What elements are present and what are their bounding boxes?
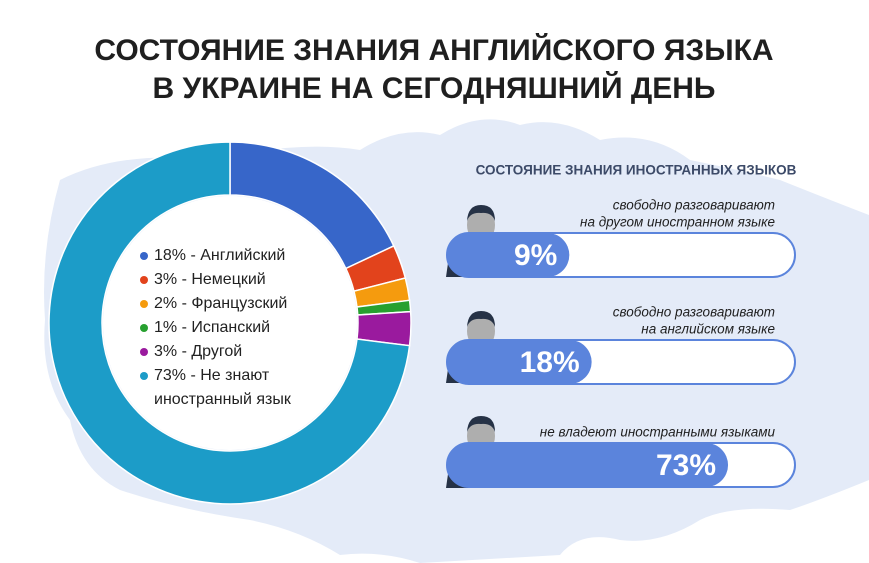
title-line: СОСТОЯНИЕ ЗНАНИЯ АНГЛИЙСКОГО ЯЗЫКА [94,33,773,67]
subtitle: СОСТОЯНИЕ ЗНАНИЯ ИНОСТРАННЫХ ЯЗЫКОВ [476,163,797,178]
donut-hole [103,196,357,450]
bar [447,340,592,384]
bar [447,443,729,487]
legend-swatch [140,372,148,380]
legend-item: 3% - Немецкий [140,268,340,292]
legend-item: 2% - Французский [140,292,340,316]
legend-swatch [140,252,148,260]
legend-label: 3% - Другой [154,343,243,360]
donut-segment [48,141,411,505]
bar [447,233,570,277]
value-label: 9% [514,239,557,272]
item-label: свободно разговаривают [613,198,775,213]
legend-swatch [140,276,148,284]
legend-label: 73% - Не знают иностранный язык [154,367,291,408]
legend-label: 18% - Английский [154,247,286,264]
item-label: на другом иностранном языке [580,215,775,230]
legend-label: 3% - Немецкий [154,271,266,288]
legend-item: 73% - Не знают иностранный язык [140,364,340,412]
legend-item: 18% - Английский [140,244,340,268]
value-label: 73% [656,449,716,482]
legend-swatch [140,300,148,308]
legend-label: 1% - Испанский [154,319,271,336]
legend: 18% - Английский 3% - Немецкий 2% - Францу… [140,244,340,412]
item-label: на английском языке [641,322,775,337]
legend-item: 3% - Другой [140,340,340,364]
donut-chart [48,141,412,505]
bar-chart: 9% свободно разговаривают на другом иностр… [446,198,796,488]
value-label: 18% [520,346,580,379]
legend-item: 1% - Испанский [140,316,340,340]
title-line: В УКРАИНЕ НА СЕГОДНЯШНИЙ ДЕНЬ [153,71,716,105]
legend-label: 2% - Французский [154,295,288,312]
item-label: не владеют иностранными языками [540,425,776,440]
legend-swatch [140,348,148,356]
item-label: свободно разговаривают [613,305,775,320]
legend-swatch [140,324,148,332]
